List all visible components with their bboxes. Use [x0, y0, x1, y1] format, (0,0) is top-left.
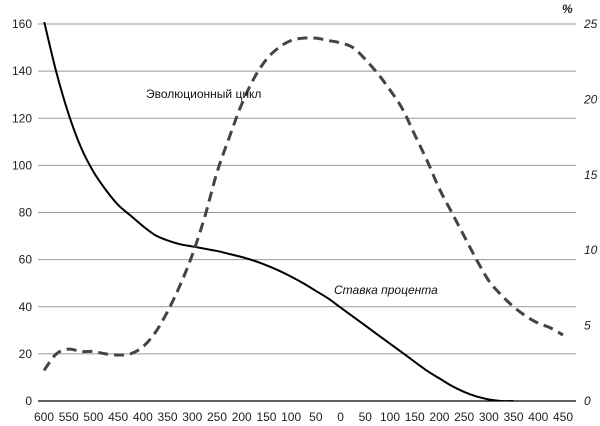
right-tick-label: 15	[584, 168, 598, 182]
rate-label: Ставка процента	[334, 283, 438, 297]
left-tick-label: 160	[12, 17, 32, 31]
x-tick-label: 350	[158, 410, 178, 424]
left-tick-label: 140	[12, 64, 32, 78]
x-tick-label: 50	[359, 410, 373, 424]
x-tick-label: 500	[83, 410, 103, 424]
x-tick-label: 350	[504, 410, 524, 424]
right-tick-label: 25	[583, 17, 598, 31]
left-tick-label: 60	[19, 253, 33, 267]
series-line-cycle	[42, 36, 564, 372]
x-tick-label: 400	[133, 410, 153, 424]
x-axis: 600 550 500 450 400 350 300 250 200 150 100 50 0 50 10…	[34, 410, 573, 424]
x-tick-label: 0	[337, 410, 344, 424]
x-tick-label: 200	[232, 410, 252, 424]
cycle-label: Эволюционный цикл	[146, 87, 261, 101]
left-axis: 0 20 40 60 80 100 120 140 160	[12, 17, 32, 408]
x-tick-label: 200	[429, 410, 449, 424]
x-tick-label: 50	[309, 410, 323, 424]
x-tick-label: 150	[256, 410, 276, 424]
left-tick-label: 40	[19, 300, 33, 314]
x-tick-label: 300	[182, 410, 202, 424]
x-tick-label: 100	[380, 410, 400, 424]
grid-lines	[38, 23, 576, 402]
x-tick-label: 150	[405, 410, 425, 424]
x-tick-label: 250	[207, 410, 227, 424]
series-layer	[42, 22, 564, 401]
series-line-rate	[43, 22, 514, 401]
left-tick-label: 20	[19, 347, 33, 361]
x-tick-label: 600	[34, 410, 54, 424]
x-tick-label: 300	[479, 410, 499, 424]
left-tick-label: 120	[12, 111, 32, 125]
x-tick-label: 550	[59, 410, 79, 424]
right-tick-label: 0	[584, 394, 591, 408]
right-tick-label: 20	[583, 92, 598, 106]
x-tick-label: 400	[528, 410, 548, 424]
x-tick-label: 450	[553, 410, 573, 424]
right-axis-unit: %	[562, 2, 573, 16]
left-tick-label: 80	[19, 206, 33, 220]
x-tick-label: 450	[108, 410, 128, 424]
left-tick-label: 0	[25, 394, 32, 408]
right-tick-label: 5	[584, 319, 591, 333]
x-tick-label: 100	[281, 410, 301, 424]
left-tick-label: 100	[12, 158, 32, 172]
x-tick-label: 250	[454, 410, 474, 424]
right-axis: 0 5 10 15 20 25	[583, 17, 598, 408]
right-tick-label: 10	[584, 243, 598, 257]
